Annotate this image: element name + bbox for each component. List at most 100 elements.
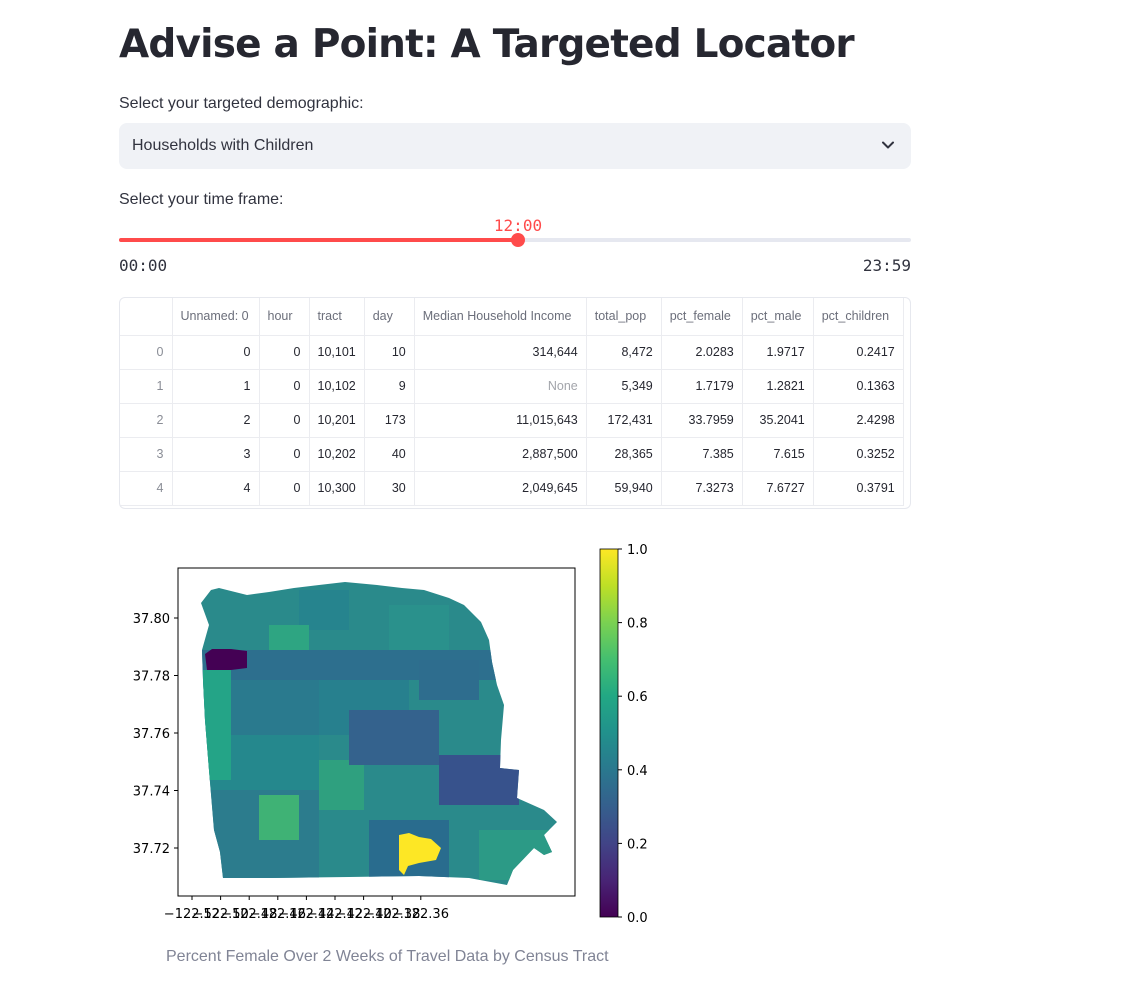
x-tick-label: −122.42 [307, 907, 363, 922]
timeframe-slider[interactable]: 12:00 00:00 23:59 [119, 215, 911, 275]
column-header[interactable]: pct_female [661, 298, 743, 336]
table-cell[interactable]: 9 [364, 369, 415, 404]
table-cell[interactable]: 0.1363 [813, 369, 904, 404]
table-cell[interactable]: 8,472 [586, 335, 662, 370]
table-cell[interactable]: 2,049,645 [414, 471, 587, 506]
timeframe-label: Select your time frame: [119, 191, 284, 208]
column-header[interactable]: pct_male [742, 298, 814, 336]
table-cell[interactable]: 10 [364, 335, 415, 370]
table-row[interactable]: 1 1 0 10,102 9 None 5,349 1.7179 1.2821 0.1363 [120, 369, 904, 404]
column-header[interactable]: Unnamed: 0 [172, 298, 260, 336]
table-cell[interactable]: 2 [172, 403, 260, 438]
page-title: Advise a Point: A Targeted Locator [119, 22, 855, 67]
index-header[interactable] [120, 298, 173, 336]
table-cell[interactable]: 2,887,500 [414, 437, 587, 472]
map-caption: Percent Female Over 2 Weeks of Travel Da… [166, 948, 609, 965]
colorbar-tick-label: 0.0 [627, 911, 648, 926]
table-cell[interactable]: 0.2417 [813, 335, 904, 370]
table-cell[interactable]: 10,202 [309, 437, 365, 472]
tract [269, 625, 309, 650]
table-cell[interactable]: None [414, 369, 587, 404]
table-cell[interactable]: 0 [259, 335, 310, 370]
y-axis: 37.72 37.74 37.76 37.78 37.80 [133, 612, 178, 857]
table-cell[interactable]: 172,431 [586, 403, 662, 438]
san-francisco-tracts [201, 582, 557, 885]
colorbar-tick-label: 0.6 [627, 690, 648, 705]
table-cell[interactable]: 1.9717 [742, 335, 814, 370]
slider-thumb[interactable] [511, 233, 525, 247]
table-cell[interactable]: 7.385 [661, 437, 743, 472]
table-cell[interactable]: 10,101 [309, 335, 365, 370]
chevron-down-icon [882, 141, 894, 149]
tract-min [205, 649, 247, 670]
x-tick-label: −122.50 [192, 907, 248, 922]
table-cell[interactable]: 0 [259, 437, 310, 472]
table-row[interactable]: 4 4 0 10,300 30 2,049,645 59,940 7.3273 7.6727 0.… [120, 471, 904, 506]
colorbar-tick-label: 0.4 [627, 764, 648, 779]
table-cell[interactable]: 2.4298 [813, 403, 904, 438]
row-index: 1 [120, 369, 173, 404]
tract-max [399, 833, 441, 875]
tract [319, 760, 364, 810]
table-cell[interactable]: 10,300 [309, 471, 365, 506]
table-cell[interactable]: 1.7179 [661, 369, 743, 404]
colorbar-tick-label: 0.2 [627, 837, 648, 852]
y-tick-label: 37.74 [133, 785, 170, 800]
table-row[interactable]: 0 0 0 10,101 10 314,644 8,472 2.0283 1.9717 0.241… [120, 335, 904, 370]
y-tick-label: 37.72 [133, 842, 170, 857]
table-cell[interactable]: 7.6727 [742, 471, 814, 506]
y-tick-label: 37.78 [133, 670, 170, 685]
table-row[interactable]: 2 2 0 10,201 173 11,015,643 172,431 33.7959 35.2… [120, 403, 904, 438]
data-table[interactable]: Unnamed: 0 hour tract day Median Household I… [119, 297, 911, 509]
x-tick-label: −122.38 [364, 907, 420, 922]
table-cell[interactable]: 0.3791 [813, 471, 904, 506]
column-header[interactable]: day [364, 298, 415, 336]
slider-value: 12:00 [493, 216, 543, 235]
table-cell[interactable]: 0 [259, 369, 310, 404]
table-cell[interactable]: 7.615 [742, 437, 814, 472]
table-cell[interactable]: 0 [259, 403, 310, 438]
table-cell[interactable]: 1.2821 [742, 369, 814, 404]
table-cell[interactable]: 314,644 [414, 335, 587, 370]
demographic-select[interactable]: Households with Children [119, 123, 911, 169]
table-cell[interactable]: 0 [259, 471, 310, 506]
colorbar [599, 548, 619, 918]
table-cell[interactable]: 1 [172, 369, 260, 404]
row-index: 4 [120, 471, 173, 506]
table-cell[interactable]: 40 [364, 437, 415, 472]
table-header-row: Unnamed: 0 hour tract day Median Household I… [120, 298, 904, 336]
table-cell[interactable]: 28,365 [586, 437, 662, 472]
table-cell[interactable]: 7.3273 [661, 471, 743, 506]
slider-fill [119, 238, 518, 242]
table-cell[interactable]: 10,201 [309, 403, 365, 438]
table-cell[interactable]: 0 [172, 335, 260, 370]
table-cell[interactable]: 30 [364, 471, 415, 506]
table-cell[interactable]: 59,940 [586, 471, 662, 506]
table-cell[interactable]: 35.2041 [742, 403, 814, 438]
table-cell[interactable]: 5,349 [586, 369, 662, 404]
table-row[interactable]: 3 3 0 10,202 40 2,887,500 28,365 7.385 7.615 0.32… [120, 437, 904, 472]
column-header[interactable]: tract [309, 298, 365, 336]
table-cell[interactable]: 33.7959 [661, 403, 743, 438]
table-cell[interactable]: 173 [364, 403, 415, 438]
row-index: 3 [120, 437, 173, 472]
column-header[interactable]: Median Household Income [414, 298, 587, 336]
tract [259, 795, 299, 840]
tract [419, 660, 479, 700]
column-header[interactable]: total_pop [586, 298, 662, 336]
table-cell[interactable]: 0.3252 [813, 437, 904, 472]
table-cell[interactable]: 10,102 [309, 369, 365, 404]
column-header[interactable]: pct_children [813, 298, 904, 336]
column-header[interactable]: hour [259, 298, 310, 336]
table-cell[interactable]: 4 [172, 471, 260, 506]
tract [389, 605, 449, 650]
table-cell[interactable]: 2.0283 [661, 335, 743, 370]
table-cell[interactable]: 3 [172, 437, 260, 472]
x-tick-label: −122.46 [250, 907, 306, 922]
demographic-label: Select your targeted demographic: [119, 95, 364, 112]
table-cell[interactable]: 11,015,643 [414, 403, 587, 438]
slider-max-label: 23:59 [862, 256, 911, 275]
row-index: 2 [120, 403, 173, 438]
demographic-selected-value: Households with Children [132, 137, 314, 154]
x-tick-label: −122.40 [335, 907, 391, 922]
